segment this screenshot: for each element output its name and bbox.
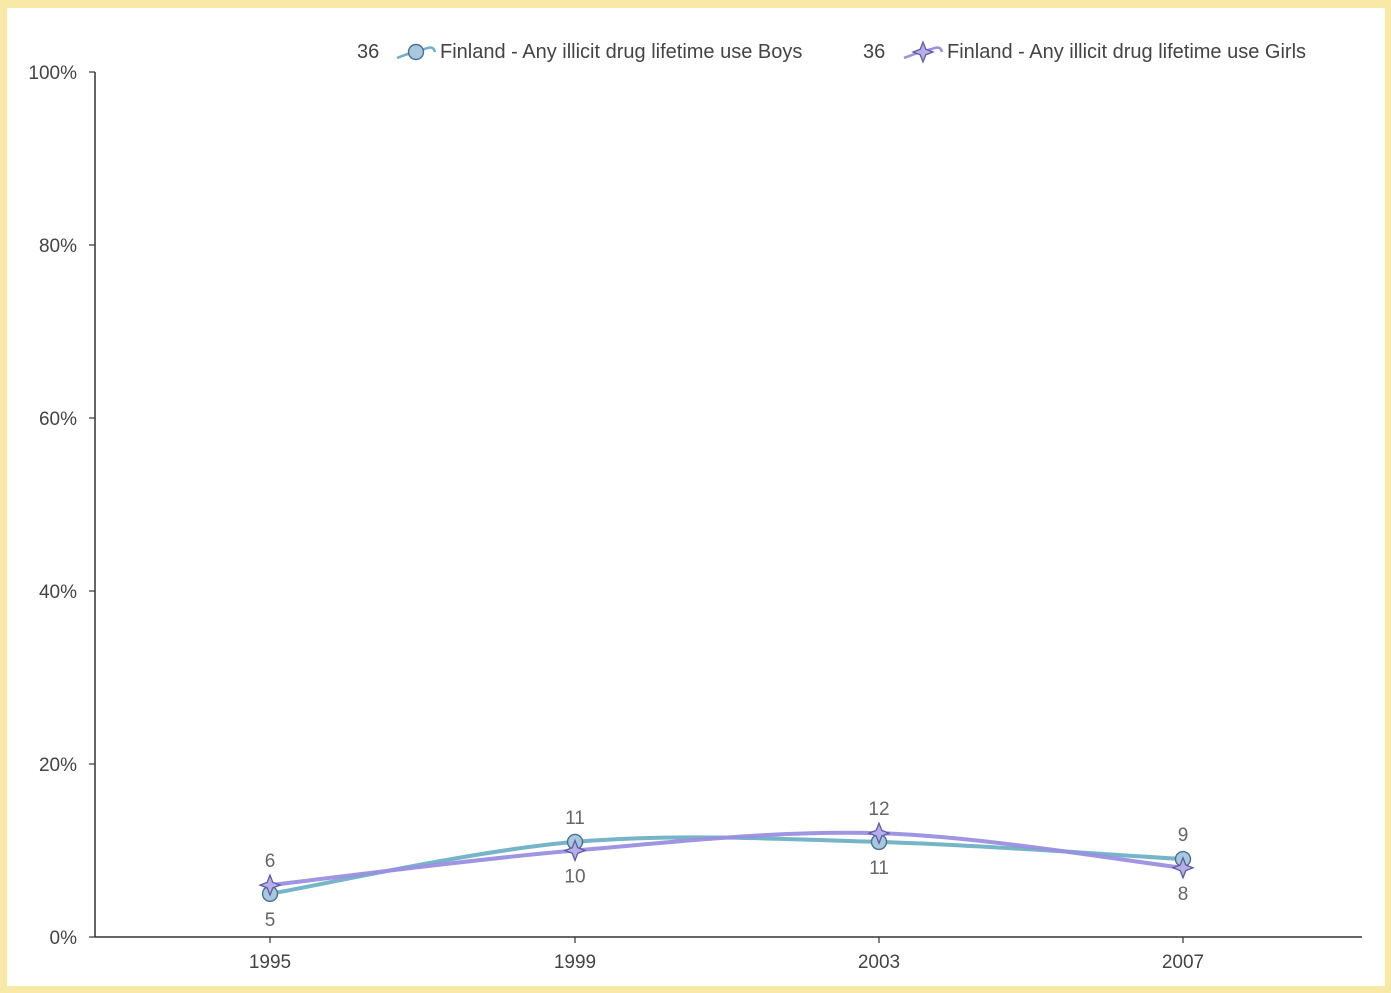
data-label: 11	[869, 858, 889, 879]
legend-item-0: 36 Finland - Any illicit drug lifetime us…	[357, 41, 802, 63]
data-label: 10	[564, 867, 585, 888]
data-point	[1171, 856, 1195, 880]
series-line	[268, 835, 1185, 896]
legend-marker	[407, 43, 425, 61]
y-tick-label: 60%	[39, 409, 77, 430]
legend-item-1: 36 Finland - Any illicit drug lifetime us…	[863, 40, 1306, 64]
data-label: 6	[265, 851, 276, 872]
data-label: 12	[868, 799, 889, 820]
data-label: 5	[265, 910, 276, 931]
series-1: 6 10 12 8	[258, 799, 1195, 905]
x-tick-label: 1995	[249, 952, 291, 973]
x-tick-label: 1999	[554, 952, 596, 973]
y-tick-label: 20%	[39, 755, 77, 776]
y-tick-label: 80%	[39, 236, 77, 257]
legend-label: Finland - Any illicit drug lifetime use …	[440, 41, 802, 63]
legend-prefix: 36	[357, 41, 379, 63]
series-line	[268, 830, 1185, 888]
x-tick-label: 2007	[1162, 952, 1204, 973]
data-label: 9	[1178, 825, 1189, 846]
data-point	[258, 873, 282, 897]
x-tick-label: 2003	[858, 952, 900, 973]
legend-prefix: 36	[863, 41, 885, 63]
y-tick-label: 0%	[50, 928, 78, 949]
y-tick-label: 40%	[39, 582, 77, 603]
y-tick-label: 100%	[28, 63, 77, 84]
data-point	[563, 838, 587, 863]
data-label: 8	[1178, 884, 1189, 905]
data-label: 11	[565, 808, 585, 829]
legend-marker	[911, 40, 935, 64]
axes: 0% 20% 40% 60% 80% 100% 1995 1999 2003 2007	[28, 63, 1362, 973]
legend-label: Finland - Any illicit drug lifetime use …	[947, 41, 1306, 63]
data-point	[867, 821, 891, 845]
legend: 36 Finland - Any illicit drug lifetime us…	[357, 40, 1306, 64]
series-layer: 5 11 11 9 6 10 12 8	[258, 799, 1195, 931]
line-chart: 0% 20% 40% 60% 80% 100% 1995 1999 2003 2007 5 11 11…	[28, 40, 1362, 973]
chart-panel: 0% 20% 40% 60% 80% 100% 1995 1999 2003 2007 5 11 11…	[7, 8, 1385, 986]
